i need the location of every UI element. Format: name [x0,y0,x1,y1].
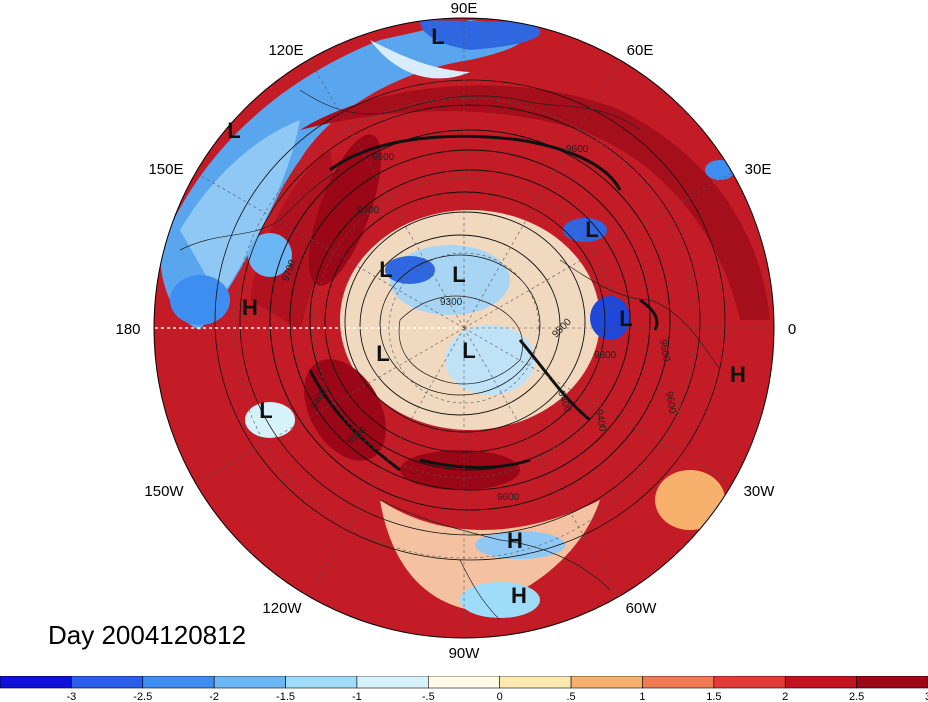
geopotential-contours [214,79,726,561]
low-pressure-marker: L [452,262,465,287]
map-title: Day 2004120812 [48,620,247,650]
high-pressure-marker: H [730,362,746,387]
colorbar-tick-label: 2.5 [849,691,864,702]
contour-label: 9400 [593,409,608,433]
lon-label-60w: 60W [626,600,658,617]
colorbar-tick-label: -2 [209,691,219,702]
colorbar-swatch [213,676,286,689]
colorbar-tick-label: 1.5 [706,691,721,702]
lon-label-120w: 120W [262,600,302,617]
longitude-labels: 90E 60E 30E 0 30W 60W 90W 120W 150W 180 … [115,0,796,662]
low-pressure-marker: L [376,341,389,366]
colorbar-tick-label: -2.5 [133,691,152,702]
contour-label: 9300 [357,205,380,216]
lon-label-0: 0 [788,321,796,338]
lon-label-30e: 30E [745,161,772,178]
low-pressure-marker: L [431,24,444,49]
contour-label: 9600 [566,144,589,155]
low-pressure-marker: L [259,398,272,423]
high-pressure-marker: H [507,528,523,553]
colorbar: -3 -2.5 -2 -1.5 -1 -.5 0 .5 1 1.5 2 2.5 3 [0,676,928,702]
low-pressure-marker: L [585,217,598,242]
colorbar-tick-label: -1 [352,691,362,702]
colorbar-swatch [71,676,144,689]
contour-label: 9600 [657,339,672,363]
colorbar-tick-label: 1 [639,691,645,702]
lon-label-180: 180 [115,321,140,338]
low-pressure-marker: L [619,306,632,331]
colorbar-swatch [713,676,786,689]
colorbar-swatch [642,676,715,689]
colorbar-tick-label: .5 [566,691,575,702]
lon-label-150e: 150E [148,161,183,178]
colorbar-tick-label: 3 [925,691,928,702]
colorbar-swatch [356,676,429,689]
contour-label: 9600 [663,391,678,415]
low-pressure-marker: L [462,338,475,363]
colorbar-swatch [570,676,643,689]
lon-label-90e: 90E [451,0,478,17]
low-pressure-marker: L [227,118,240,143]
contour-label: 9300 [594,350,617,361]
colorbar-swatch [499,676,572,689]
colorbar-swatch [856,676,928,689]
lon-label-150w: 150W [144,483,184,500]
colorbar-swatch [285,676,358,689]
colorbar-swatch [428,676,500,689]
map-boundary [153,17,775,639]
contour-label: 9600 [497,492,520,503]
high-pressure-marker: H [242,295,258,320]
pressure-systems: L L L L L L L L L H H H H [227,24,746,608]
colorbar-tick-label: -1.5 [276,691,295,702]
colorbar-swatch [0,676,72,689]
lon-label-60e: 60E [627,42,654,59]
colorbar-tick-label: -.5 [422,691,435,702]
high-pressure-marker: H [511,583,527,608]
low-pressure-marker: L [379,257,392,282]
colorbar-tick-label: 2 [782,691,788,702]
lon-label-30w: 30W [744,483,776,500]
contour-label: 9500 [372,152,395,163]
colorbar-swatch [784,676,857,689]
coastlines [179,89,721,621]
colorbar-tick-label: 0 [497,691,503,702]
graticule [154,18,774,638]
colorbar-tick-label: -3 [66,691,76,702]
colorbar-swatch [142,676,215,689]
lon-label-120e: 120E [268,42,303,59]
contour-label: 9300 [440,297,463,308]
lon-label-90w: 90W [449,645,481,662]
